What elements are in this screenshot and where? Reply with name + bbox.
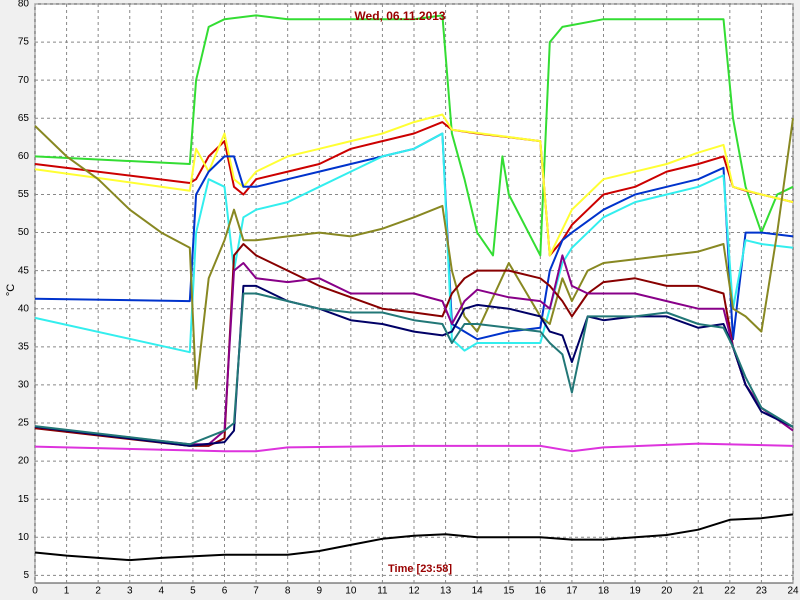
x-tick-label: 11 <box>377 586 388 597</box>
x-tick-label: 15 <box>503 586 515 597</box>
x-tick-label: 2 <box>95 586 101 597</box>
y-tick-label: 10 <box>18 532 30 543</box>
series-line <box>34 442 794 453</box>
x-tick-label: 0 <box>32 586 38 597</box>
lines <box>34 14 794 562</box>
y-tick-label: 70 <box>18 75 30 86</box>
x-tick-label: 18 <box>598 586 610 597</box>
x-tick-label: 1 <box>64 586 70 597</box>
series-line <box>34 254 794 446</box>
series-line <box>34 118 794 390</box>
x-tick-label: 19 <box>630 586 642 597</box>
y-tick-label: 45 <box>18 265 30 276</box>
x-tick-label: 22 <box>724 586 736 597</box>
y-tick-label: 40 <box>18 303 30 314</box>
y-tick-label: 75 <box>18 37 30 48</box>
y-tick-label: 25 <box>18 418 30 429</box>
y-tick-label: 35 <box>18 341 30 352</box>
x-tick-label: 24 <box>787 586 799 597</box>
x-tick-label: 3 <box>127 586 133 597</box>
y-tick-label: 60 <box>18 151 30 162</box>
y-tick-label: 55 <box>18 189 30 200</box>
series-line <box>34 243 794 447</box>
x-axis-label: Time [23:58] <box>388 563 452 575</box>
x-tick-label: 21 <box>693 586 705 597</box>
y-tick-label: 80 <box>18 0 30 10</box>
x-tick-label: 4 <box>159 586 165 597</box>
x-tick-label: 5 <box>190 586 196 597</box>
series-line <box>34 292 794 446</box>
series-line <box>34 284 794 447</box>
x-tick-label: 8 <box>285 586 291 597</box>
x-tick-label: 10 <box>345 586 357 597</box>
x-tick-label: 6 <box>222 586 228 597</box>
x-tick-label: 7 <box>253 586 259 597</box>
x-tick-label: 13 <box>440 586 452 597</box>
x-tick-label: 12 <box>408 586 420 597</box>
y-tick-label: 30 <box>18 380 30 391</box>
y-tick-label: 15 <box>18 494 30 505</box>
series-line <box>34 513 794 562</box>
y-tick-label: 5 <box>23 570 29 581</box>
y-axis-label: °C <box>5 284 17 296</box>
y-tick-label: 20 <box>18 456 30 467</box>
x-tick-label: 23 <box>756 586 768 597</box>
x-tick-label: 17 <box>566 586 578 597</box>
x-tick-label: 14 <box>472 586 484 597</box>
x-tick-label: 9 <box>316 586 322 597</box>
x-tick-label: 16 <box>535 586 547 597</box>
series-line <box>34 14 794 257</box>
chart-title: Wed, 06.11.2013 <box>354 9 446 23</box>
series-line <box>34 132 794 341</box>
y-tick-label: 65 <box>18 113 30 124</box>
series-line <box>34 113 794 257</box>
y-tick-label: 50 <box>18 227 30 238</box>
x-tick-label: 20 <box>661 586 673 597</box>
